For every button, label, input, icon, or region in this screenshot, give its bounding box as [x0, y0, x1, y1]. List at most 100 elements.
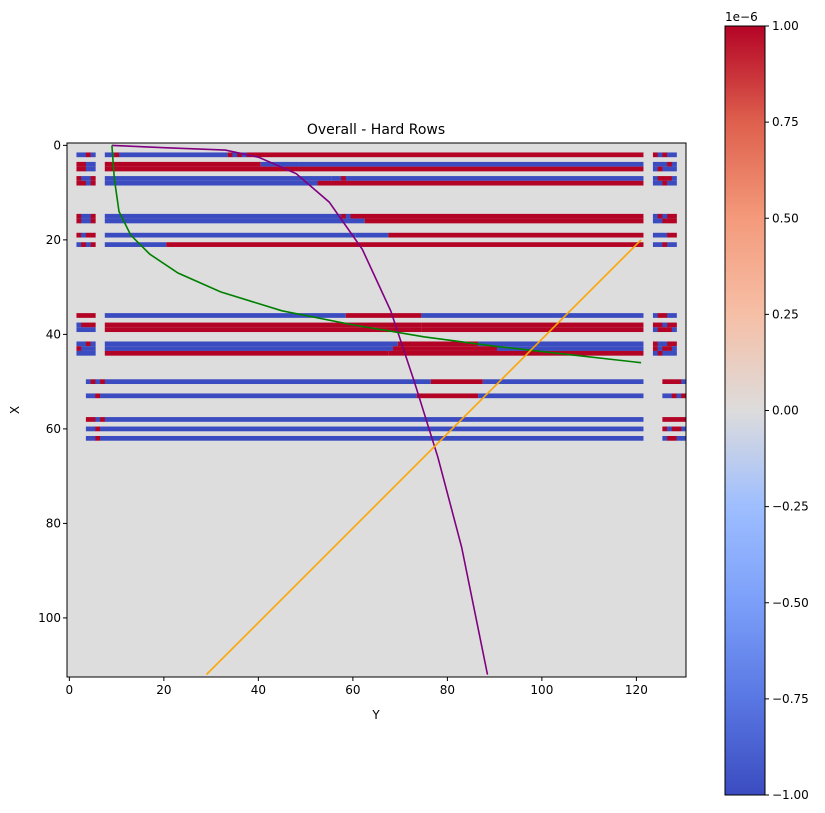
heatmap-cell — [95, 435, 101, 441]
heatmap-cell — [85, 232, 91, 238]
heatmap-cell — [671, 242, 677, 247]
heatmap-cell — [652, 322, 658, 328]
heatmap-cell — [657, 152, 663, 158]
heatmap-cell — [657, 327, 663, 333]
heatmap-cell — [662, 327, 668, 333]
heatmap-cell — [667, 393, 673, 399]
heatmap-cell — [652, 180, 658, 186]
heatmap-cell — [90, 313, 96, 318]
heatmap-cell — [90, 152, 96, 158]
heatmap-cell — [652, 313, 658, 318]
heatmap-cell — [90, 161, 96, 167]
heatmap-cell — [667, 327, 673, 333]
heatmap-cell — [85, 350, 91, 356]
heatmap-segment — [104, 393, 417, 399]
heatmap-cell — [90, 426, 96, 432]
heatmap-segment — [118, 152, 228, 158]
overlay-lines — [111, 144, 642, 676]
heatmap-cell — [652, 350, 658, 356]
y-tick-label: 60 — [46, 422, 61, 436]
heatmap-cell — [345, 213, 351, 219]
heatmap-cell — [657, 218, 663, 224]
x-tick-label: 120 — [625, 683, 648, 697]
plot-frame — [66, 142, 687, 678]
heatmap-cell — [85, 166, 91, 172]
heatmap-cell — [652, 327, 658, 333]
heatmap-cell — [662, 242, 668, 247]
heatmap-cell — [90, 393, 96, 399]
heatmap-cell — [652, 166, 658, 172]
heatmap-segment — [350, 180, 644, 186]
heatmap-cell — [76, 242, 82, 247]
heatmap-cell — [85, 152, 91, 158]
heatmap-cell — [100, 435, 106, 441]
heatmap-segment — [496, 346, 644, 351]
colorbar-tick-label: −0.75 — [772, 692, 809, 706]
heatmap-cell — [681, 435, 686, 441]
heatmap-cell — [90, 176, 96, 181]
heatmap-cell — [671, 393, 677, 399]
colorbar-ticks: −1.00 −0.75 −0.50 −0.25 0.00 0.25 0.50 0.75 1.00 — [765, 19, 809, 802]
y-axis-label: X — [8, 406, 22, 414]
heatmap-cell — [90, 166, 96, 172]
heatmap-segment — [355, 232, 389, 238]
heatmap-cell — [657, 313, 663, 318]
heatmap-cell — [667, 218, 673, 224]
heatmap-cell — [667, 322, 673, 328]
heatmap-segment — [104, 322, 422, 328]
heatmap-cell — [667, 152, 673, 158]
heatmap-cell — [81, 218, 87, 224]
y-tick-label: 40 — [46, 327, 61, 341]
heatmap-cell — [81, 161, 87, 167]
heatmap-cell — [90, 350, 96, 356]
heatmap-cell — [95, 417, 101, 422]
heatmap-cell — [662, 213, 668, 219]
heatmap-cell — [76, 341, 82, 347]
heatmap-segment — [104, 417, 644, 422]
colorbar-tick-label: 1.00 — [772, 19, 799, 33]
heatmap-cell — [671, 350, 677, 356]
heatmap-segment — [317, 180, 351, 186]
heatmap-cell — [85, 218, 91, 224]
heatmap-cell — [652, 152, 658, 158]
heatmap-cell — [81, 346, 87, 351]
colorbar-tick-label: −1.00 — [772, 788, 809, 802]
heatmap-cell — [662, 161, 668, 167]
heatmap-cell — [76, 232, 82, 238]
heatmap-segment — [104, 350, 389, 356]
heatmap-segment — [421, 322, 644, 328]
heatmap-segment — [416, 393, 479, 399]
heatmap-cell — [95, 393, 101, 399]
heatmap-cell — [667, 426, 673, 432]
heatmap-cell — [681, 393, 686, 399]
heatmap-cell — [667, 341, 673, 347]
heatmap-cell — [81, 213, 87, 219]
heatmap-cell — [657, 176, 663, 181]
heatmap-cell — [657, 161, 663, 167]
heatmap-cell — [667, 313, 673, 318]
heatmap-segment — [478, 341, 644, 347]
heatmap-cell — [662, 379, 668, 385]
heatmap-cell — [662, 166, 668, 172]
heatmap-cell — [676, 393, 682, 399]
heatmap-segment — [104, 341, 398, 347]
colorbar-tick-label: −0.50 — [772, 596, 809, 610]
heatmap-cell — [671, 322, 677, 328]
heatmap-cell — [652, 161, 658, 167]
heatmap-cell — [85, 435, 91, 441]
heatmap-segment — [421, 327, 644, 333]
heatmap-cell — [85, 346, 91, 351]
heatmap-cell — [662, 322, 668, 328]
heatmap-cell — [85, 379, 91, 385]
heatmap-segment — [397, 341, 479, 347]
heatmap-segment — [104, 379, 431, 385]
x-tick-label: 20 — [156, 683, 171, 697]
heatmap-cell — [662, 232, 668, 238]
heatmap-cell — [237, 152, 243, 158]
heatmap-cell — [81, 242, 87, 247]
y-tick-label: 100 — [38, 611, 61, 625]
heatmap-cell — [662, 218, 668, 224]
heatmap-cell — [90, 435, 96, 441]
heatmap-segment — [104, 435, 644, 441]
heatmap-cell — [667, 232, 673, 238]
